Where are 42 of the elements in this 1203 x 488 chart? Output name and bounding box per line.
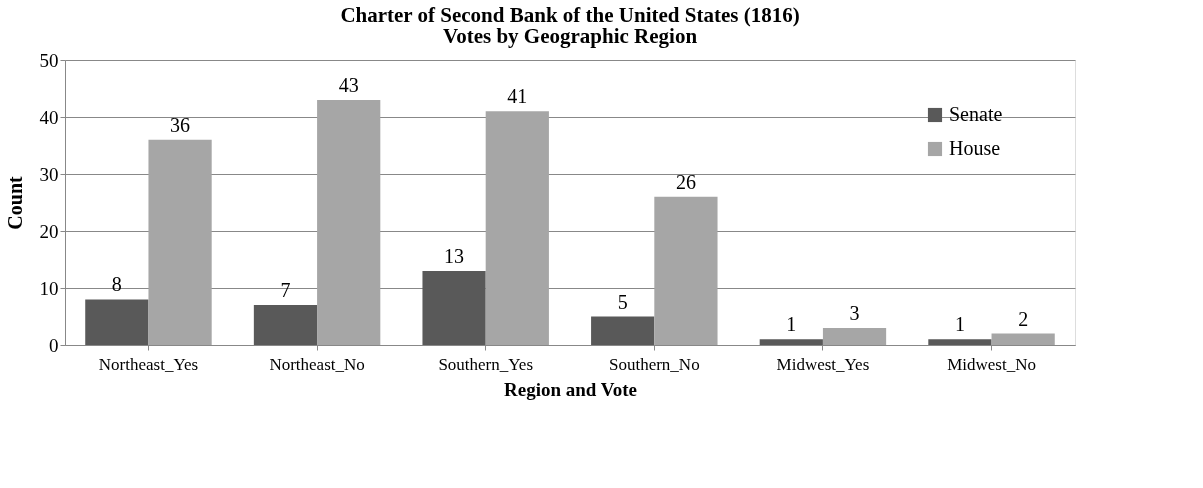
y-tick-label: 30 — [39, 163, 59, 185]
data-label: 36 — [170, 113, 191, 136]
x-tick-label: Northeast_Yes — [98, 354, 199, 374]
data-label: 1 — [954, 313, 965, 336]
bar — [85, 299, 149, 345]
data-label: 26 — [675, 170, 696, 193]
data-label: 13 — [444, 244, 465, 267]
x-tick-label: Southern_No — [608, 354, 700, 374]
y-tick-label: 40 — [39, 106, 59, 128]
y-tick-label: 10 — [39, 277, 59, 299]
x-tick-label: Southern_Yes — [438, 354, 534, 374]
data-label: 3 — [849, 301, 860, 324]
legend-label: House — [949, 137, 1001, 159]
y-tick-label: 0 — [49, 334, 59, 356]
bar — [591, 316, 655, 345]
bar — [928, 339, 992, 345]
bar — [991, 333, 1055, 345]
bar — [822, 327, 887, 345]
bar — [759, 339, 823, 345]
chart-subtitle: Votes by Geographic Region — [442, 24, 698, 48]
legend-label: Senate — [949, 103, 1003, 125]
data-label: 43 — [338, 73, 359, 96]
data-label: 41 — [507, 85, 528, 108]
x-axis-title: Region and Vote — [503, 378, 638, 400]
bar — [485, 111, 549, 345]
chart-title: Charter of Second Bank of the United States (1816) — [340, 3, 800, 27]
data-label: 8 — [111, 273, 122, 296]
bar — [317, 99, 381, 345]
bar — [148, 139, 212, 345]
x-tick-label: Northeast_No — [269, 354, 365, 374]
y-axis-title: Count — [3, 175, 26, 230]
data-label: 2 — [1018, 307, 1029, 330]
bar — [422, 270, 486, 345]
x-tick-label: Midwest_Yes — [776, 354, 870, 374]
data-label: 5 — [617, 290, 628, 313]
data-label: 1 — [786, 313, 797, 336]
bar — [253, 305, 318, 345]
y-tick-label: 50 — [39, 49, 59, 71]
y-tick-label: 20 — [39, 220, 59, 242]
x-tick-label: Midwest_No — [947, 354, 1036, 374]
data-label: 7 — [280, 279, 291, 302]
bar — [654, 196, 718, 345]
